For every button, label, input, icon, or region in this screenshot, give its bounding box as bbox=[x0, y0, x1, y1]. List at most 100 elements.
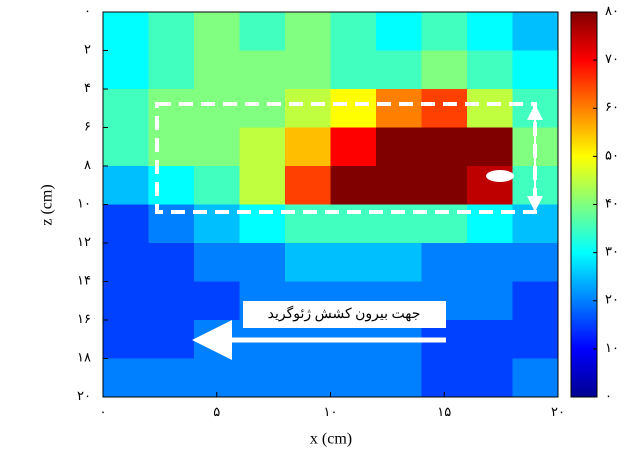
heat-cell bbox=[512, 358, 559, 398]
heat-cell bbox=[512, 320, 559, 359]
annotation-box bbox=[243, 301, 446, 328]
heat-cell bbox=[194, 12, 240, 51]
heat-cell bbox=[103, 50, 149, 90]
heat-cell bbox=[103, 12, 149, 51]
heat-cell bbox=[467, 89, 513, 128]
x-tick-label: ۱۵ bbox=[437, 404, 451, 419]
heat-cell bbox=[467, 243, 513, 282]
colorbar-tick-label: ۷۰ bbox=[605, 51, 619, 66]
heat-cell bbox=[330, 243, 377, 282]
y-tick-label: ۱۸ bbox=[77, 349, 91, 364]
colorbar bbox=[570, 11, 598, 398]
heat-cell bbox=[103, 243, 149, 282]
colorbar-tick-label: ۴۰ bbox=[605, 195, 619, 210]
heat-cell bbox=[285, 12, 331, 51]
heat-cell bbox=[285, 358, 331, 398]
heat-cell bbox=[512, 243, 559, 282]
heat-cell bbox=[103, 320, 149, 359]
x-tick-label: ۱۰ bbox=[324, 404, 338, 419]
heat-cell bbox=[376, 50, 422, 90]
heat-cell bbox=[285, 50, 331, 90]
y-tick-label: ۱۰ bbox=[77, 195, 91, 210]
heat-cell bbox=[421, 89, 468, 128]
heat-cell bbox=[421, 12, 468, 51]
heat-cell bbox=[376, 243, 422, 282]
heat-cell bbox=[148, 243, 195, 282]
heat-cell bbox=[330, 127, 377, 167]
heat-cell bbox=[512, 50, 559, 90]
heat-cell bbox=[103, 166, 149, 205]
heat-cell bbox=[194, 50, 240, 90]
heat-cell bbox=[103, 281, 149, 321]
heat-cell bbox=[239, 166, 286, 205]
colorbar-tick-label: ۳۰ bbox=[605, 244, 619, 259]
heat-cell bbox=[239, 358, 286, 398]
heat-cell bbox=[148, 358, 195, 398]
heat-cell bbox=[330, 166, 377, 205]
y-tick-label: ۰ bbox=[84, 3, 91, 18]
x-tick-label: ۲۰ bbox=[551, 404, 565, 419]
y-tick-label: ۱۶ bbox=[77, 311, 91, 326]
heat-cell bbox=[194, 358, 240, 398]
heat-cell bbox=[421, 50, 468, 90]
heat-cell bbox=[239, 127, 286, 167]
colorbar-tick-label: ۸۰ bbox=[605, 3, 619, 18]
heat-cell bbox=[330, 12, 377, 51]
heat-cell bbox=[194, 127, 240, 167]
heat-cell bbox=[421, 243, 468, 282]
y-tick-label: ۱۴ bbox=[77, 272, 91, 287]
heat-cell bbox=[467, 281, 513, 321]
heat-cell bbox=[103, 358, 149, 398]
heat-cell bbox=[148, 281, 195, 321]
heat-cell bbox=[194, 281, 240, 321]
annotation: جهت بیرون کشش ژئوگرید bbox=[268, 305, 421, 322]
heat-cell bbox=[376, 166, 422, 205]
heat-cell bbox=[148, 12, 195, 51]
heat-cell bbox=[239, 89, 286, 128]
marker-ellipse bbox=[486, 170, 514, 182]
heat-cell bbox=[512, 12, 559, 51]
heat-cell bbox=[467, 320, 513, 359]
heat-cell bbox=[285, 243, 331, 282]
y-tick-label: ۱۲ bbox=[77, 234, 91, 249]
heat-cell bbox=[239, 243, 286, 282]
heat-cell bbox=[194, 89, 240, 128]
x-tick-label: ۵ bbox=[213, 404, 220, 419]
heat-cell bbox=[285, 127, 331, 167]
heat-cell bbox=[376, 89, 422, 128]
y-tick-label: ۲ bbox=[84, 41, 91, 56]
heat-cell bbox=[148, 320, 195, 359]
heat-cell bbox=[376, 127, 422, 167]
heat-cell bbox=[421, 166, 468, 205]
heat-cell bbox=[512, 281, 559, 321]
heat-cell bbox=[194, 243, 240, 282]
heat-cell bbox=[467, 127, 513, 167]
heat-cell bbox=[421, 127, 468, 167]
colorbar-tick-label: ۵۰ bbox=[605, 147, 619, 162]
heat-cell bbox=[376, 12, 422, 51]
y-tick-label: ۲۰ bbox=[77, 388, 91, 403]
colorbar-tick-label: ۱۰ bbox=[605, 340, 619, 355]
y-tick-label: ۶ bbox=[84, 118, 91, 133]
heat-cell bbox=[148, 50, 195, 90]
heat-cell bbox=[467, 358, 513, 398]
heat-cell bbox=[103, 89, 149, 128]
heat-cell bbox=[103, 204, 149, 244]
heat-cell bbox=[330, 89, 377, 128]
heat-cell bbox=[194, 166, 240, 205]
heat-cell bbox=[467, 50, 513, 90]
heat-cell bbox=[103, 127, 149, 167]
heat-cell bbox=[421, 358, 468, 398]
y-tick-label: ۸ bbox=[84, 157, 91, 172]
x-axis-title: x (cm) bbox=[310, 431, 352, 448]
heat-cell bbox=[239, 50, 286, 90]
heat-cell bbox=[376, 358, 422, 398]
heat-cell bbox=[239, 12, 286, 51]
overlay bbox=[155, 102, 543, 360]
y-tick-label: ۴ bbox=[84, 80, 91, 95]
heat-cell bbox=[285, 166, 331, 205]
x-tick-label: ۰ bbox=[100, 404, 107, 419]
heat-cell bbox=[467, 12, 513, 51]
heat-cell bbox=[285, 89, 331, 128]
